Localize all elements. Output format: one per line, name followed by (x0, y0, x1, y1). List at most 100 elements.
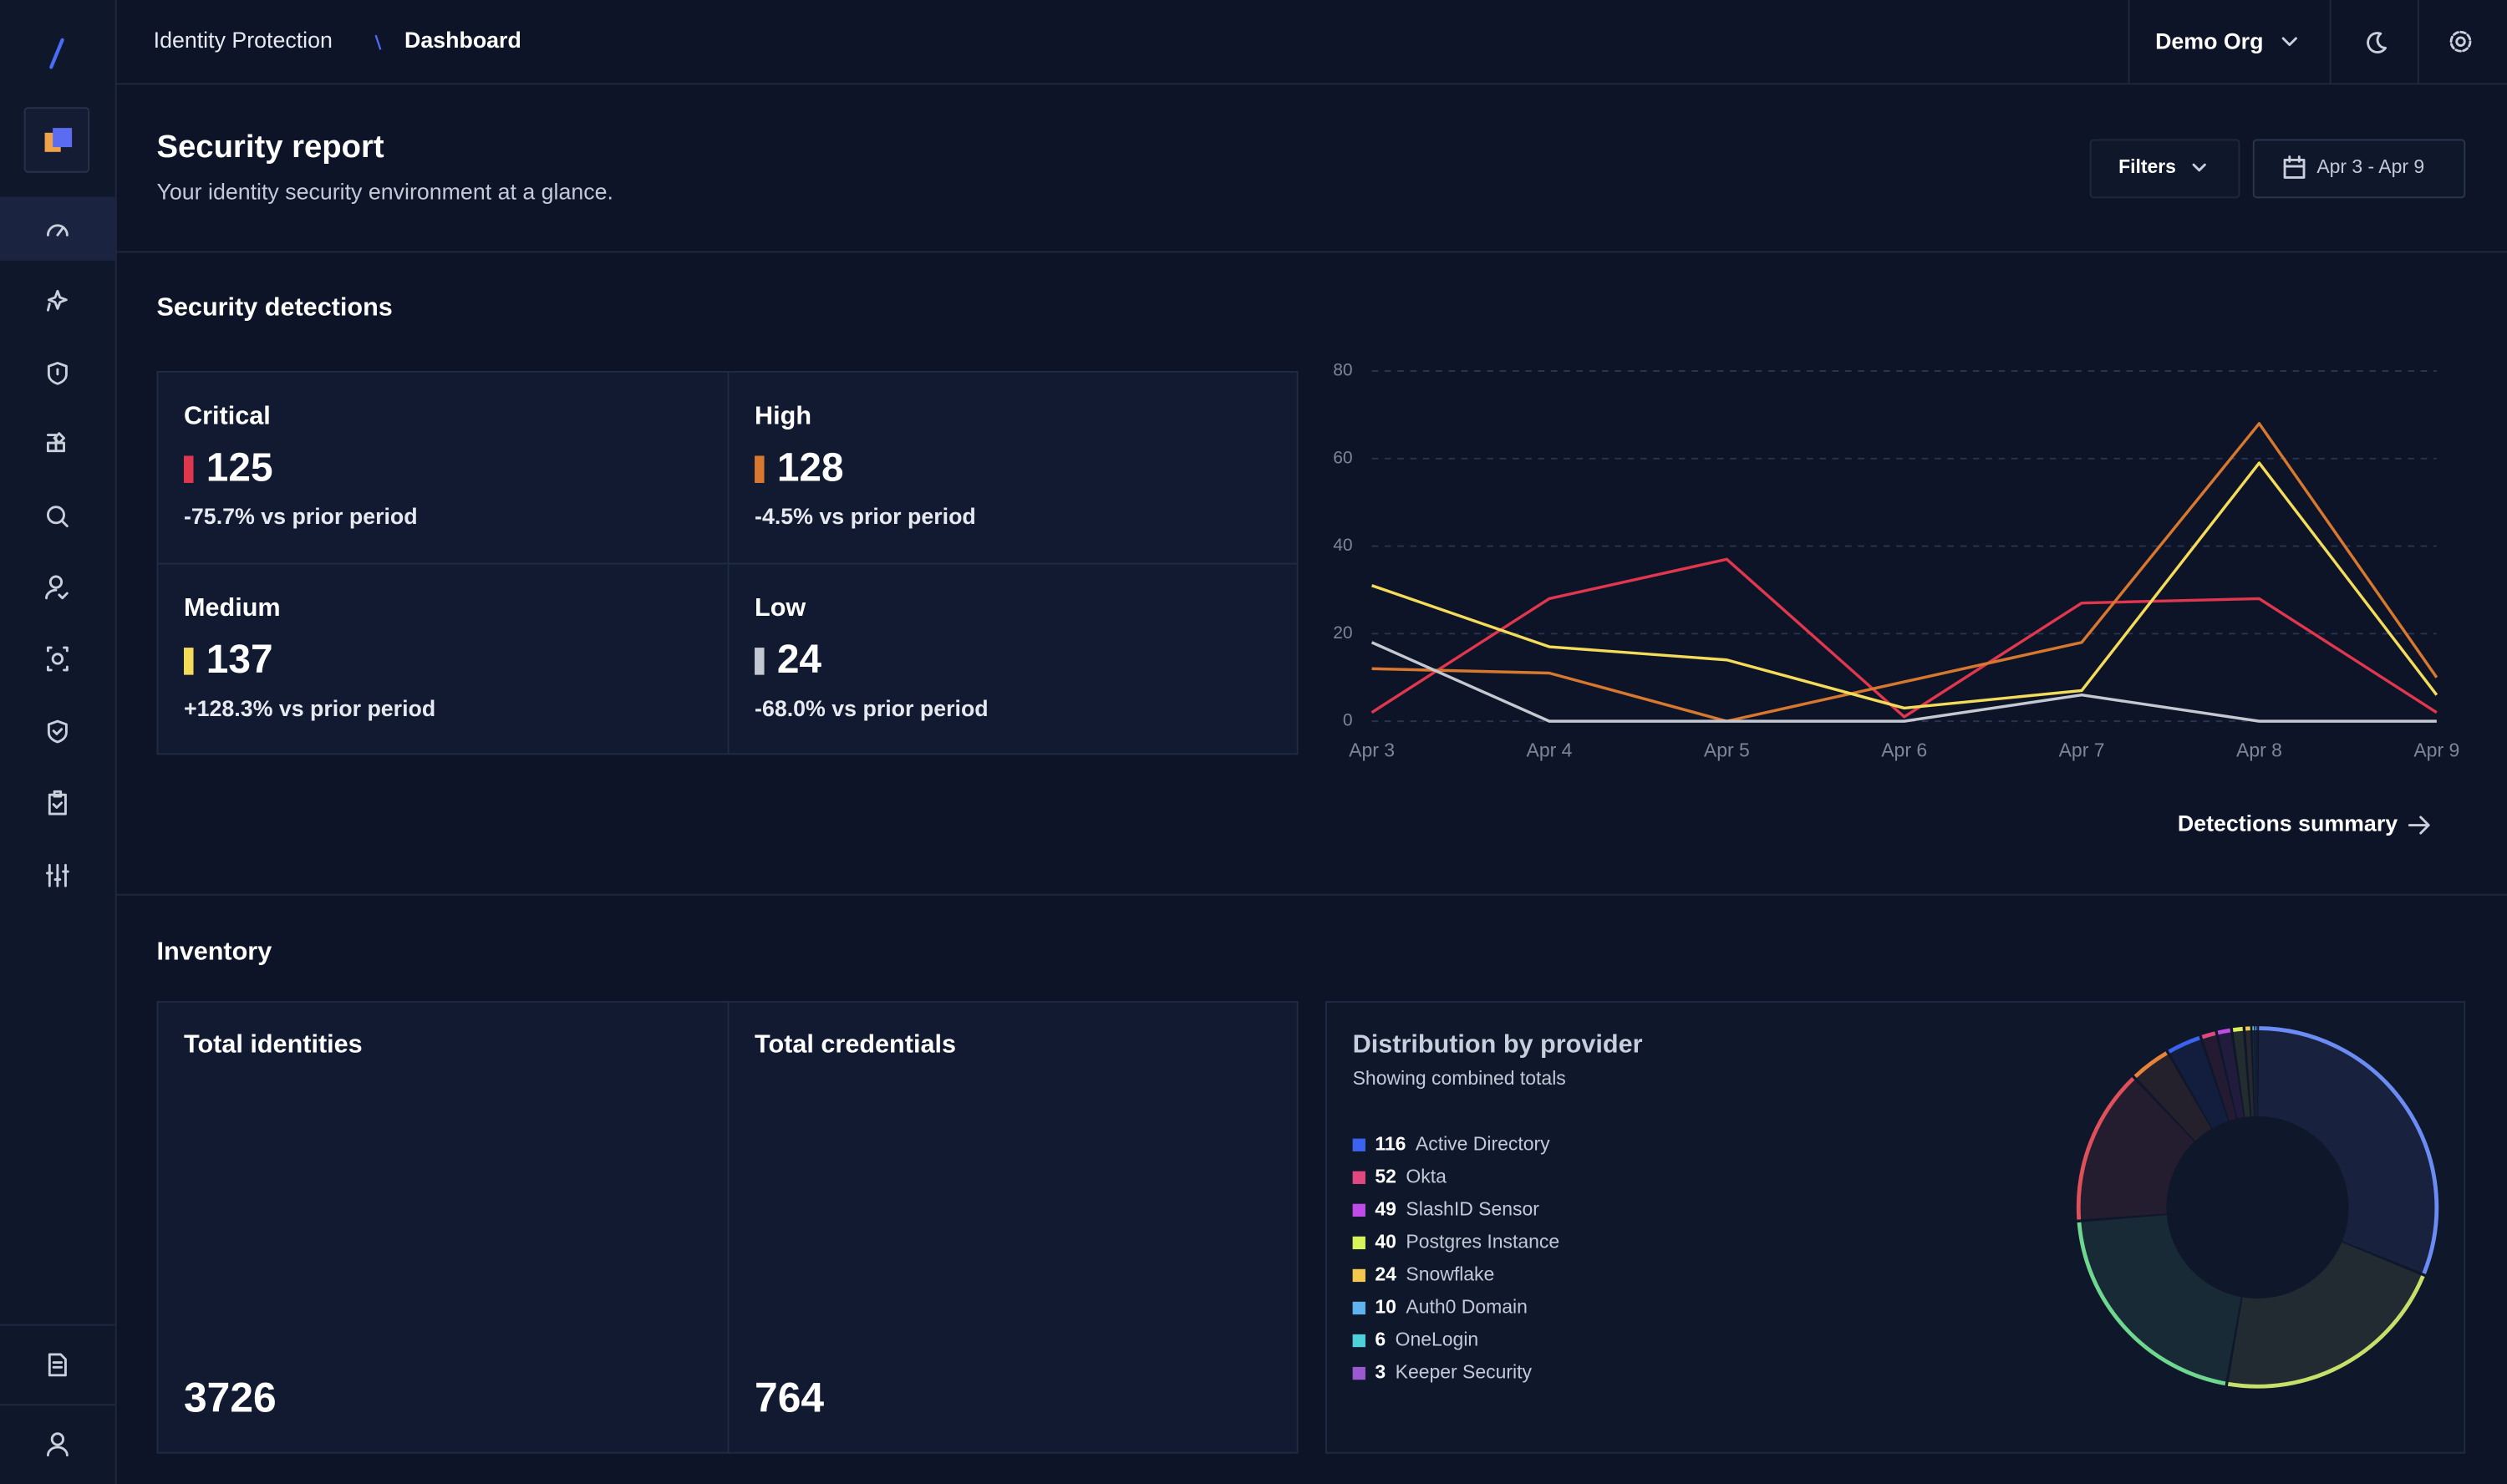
legend-value: 52 (1375, 1165, 1396, 1187)
donut-segment-edge (2217, 1028, 2231, 1035)
donut-segment (2202, 1033, 2236, 1121)
series-line (1370, 641, 2437, 723)
x-tick-label: Apr 3 (1349, 739, 1395, 761)
nav-account[interactable] (46, 1432, 69, 1456)
x-tick-label: Apr 9 (2413, 739, 2459, 761)
chart-subtitle: Showing combined totals (1353, 1067, 1566, 1089)
org-avatar[interactable] (23, 107, 90, 173)
filters-button[interactable] (2089, 139, 2240, 199)
logo[interactable] (49, 38, 64, 69)
donut-segment-edge (2077, 1222, 2226, 1386)
date-range[interactable]: Apr 3 - Apr 9 (2316, 155, 2424, 177)
page-subtitle: Your identity security environment at a … (157, 180, 613, 205)
section-title: Inventory (157, 938, 272, 966)
severity-swatch (755, 455, 765, 483)
donut-segment (2256, 1028, 2258, 1116)
nav-integrations[interactable] (46, 432, 65, 453)
nav-identities[interactable] (45, 575, 69, 600)
x-tick-label: Apr 7 (2059, 739, 2105, 761)
severity-swatch (755, 648, 765, 675)
series-line (1371, 422, 2438, 723)
series-line (1370, 557, 2438, 719)
card-label: Total credentials (755, 1030, 956, 1059)
card-value: 3726 (184, 1375, 277, 1421)
legend-name: Snowflake (1406, 1263, 1494, 1285)
nav-tasks[interactable] (48, 790, 67, 816)
distribution-card (1325, 1001, 2466, 1454)
nav-protection[interactable] (47, 361, 68, 385)
nav-insights[interactable] (46, 289, 68, 312)
legend-swatch (1352, 1366, 1365, 1380)
link-arrow[interactable] (2408, 816, 2430, 835)
page-title: Security report (157, 129, 384, 165)
donut-segment-edge (2076, 1076, 2135, 1220)
filters-chevron[interactable] (2192, 163, 2206, 172)
org-chevron[interactable] (2281, 37, 2297, 47)
card-value: 128 (777, 445, 844, 490)
nav-policies[interactable] (47, 719, 68, 744)
section-title: Security detections (157, 292, 393, 321)
nav-docs[interactable] (48, 1353, 67, 1377)
donut-segment (2228, 1242, 2423, 1387)
breadcrumb-separator (374, 34, 382, 50)
calendar-icon (2283, 155, 2306, 179)
legend-value: 3 (1375, 1361, 1386, 1383)
legend-value: 116 (1375, 1132, 1406, 1154)
y-tick-label: 80 (1333, 361, 1352, 380)
legend-value: 40 (1375, 1230, 1396, 1252)
settings-button[interactable] (2449, 30, 2472, 53)
card-label: Medium (184, 593, 281, 622)
org-switcher[interactable]: Demo Org (2155, 29, 2263, 54)
legend-value: 10 (1375, 1296, 1396, 1318)
card-label: High (755, 402, 811, 430)
legend-value: 24 (1375, 1263, 1396, 1285)
x-tick-label: Apr 8 (2236, 739, 2282, 761)
donut-segment (2079, 1215, 2241, 1384)
legend-name: Okta (1406, 1165, 1447, 1187)
legend-name: OneLogin (1396, 1329, 1479, 1350)
donut-segment-edge (2133, 1051, 2168, 1079)
legend-name: Postgres Instance (1406, 1230, 1559, 1252)
card-value: 137 (206, 638, 273, 682)
donut-segment (2078, 1078, 2194, 1220)
donut-segment-edge (2259, 1026, 2439, 1274)
card-label: Low (755, 593, 806, 622)
filters-label[interactable]: Filters (2118, 155, 2176, 177)
card-label: Total identities (184, 1030, 363, 1059)
card-label: Critical (184, 402, 271, 430)
legend-swatch (1352, 1301, 1365, 1315)
y-tick-label: 0 (1343, 711, 1353, 730)
y-tick-label: 40 (1333, 536, 1352, 555)
legend-name: Auth0 Domain (1406, 1296, 1527, 1318)
donut-segment (2218, 1030, 2244, 1119)
donut-segment-edge (2201, 1031, 2216, 1039)
card-value: 125 (206, 445, 273, 490)
nav-active (0, 196, 115, 261)
inventory-cards (156, 1001, 1299, 1454)
severity-swatch (184, 648, 194, 675)
card-change: -68.0% vs prior period (755, 696, 989, 721)
nav-search[interactable] (46, 506, 69, 528)
severity-swatch (184, 455, 194, 483)
detections-link[interactable]: Detections summary (2178, 811, 2398, 836)
nav-dashboard[interactable] (46, 224, 69, 236)
breadcrumb-item[interactable]: Identity Protection (154, 28, 333, 53)
donut-segment (2233, 1029, 2250, 1117)
x-tick-label: Apr 6 (1881, 739, 1927, 761)
nav-monitoring[interactable] (46, 646, 69, 672)
theme-toggle[interactable] (2367, 32, 2387, 53)
donut-segment (2252, 1028, 2256, 1116)
card-change: -75.7% vs prior period (184, 504, 418, 529)
legend-swatch (1352, 1334, 1365, 1348)
donut-segment-edge (2227, 1275, 2425, 1389)
donut-segment (2135, 1053, 2212, 1141)
x-tick-label: Apr 5 (1704, 739, 1750, 761)
date-button[interactable] (2252, 139, 2466, 199)
donut-segment (2245, 1028, 2255, 1117)
nav-settings-sliders[interactable] (46, 863, 69, 887)
legend-swatch (1352, 1203, 1365, 1217)
card-change: +128.3% vs prior period (184, 696, 435, 721)
legend-swatch (1352, 1171, 1365, 1184)
card-change: -4.5% vs prior period (755, 504, 976, 529)
